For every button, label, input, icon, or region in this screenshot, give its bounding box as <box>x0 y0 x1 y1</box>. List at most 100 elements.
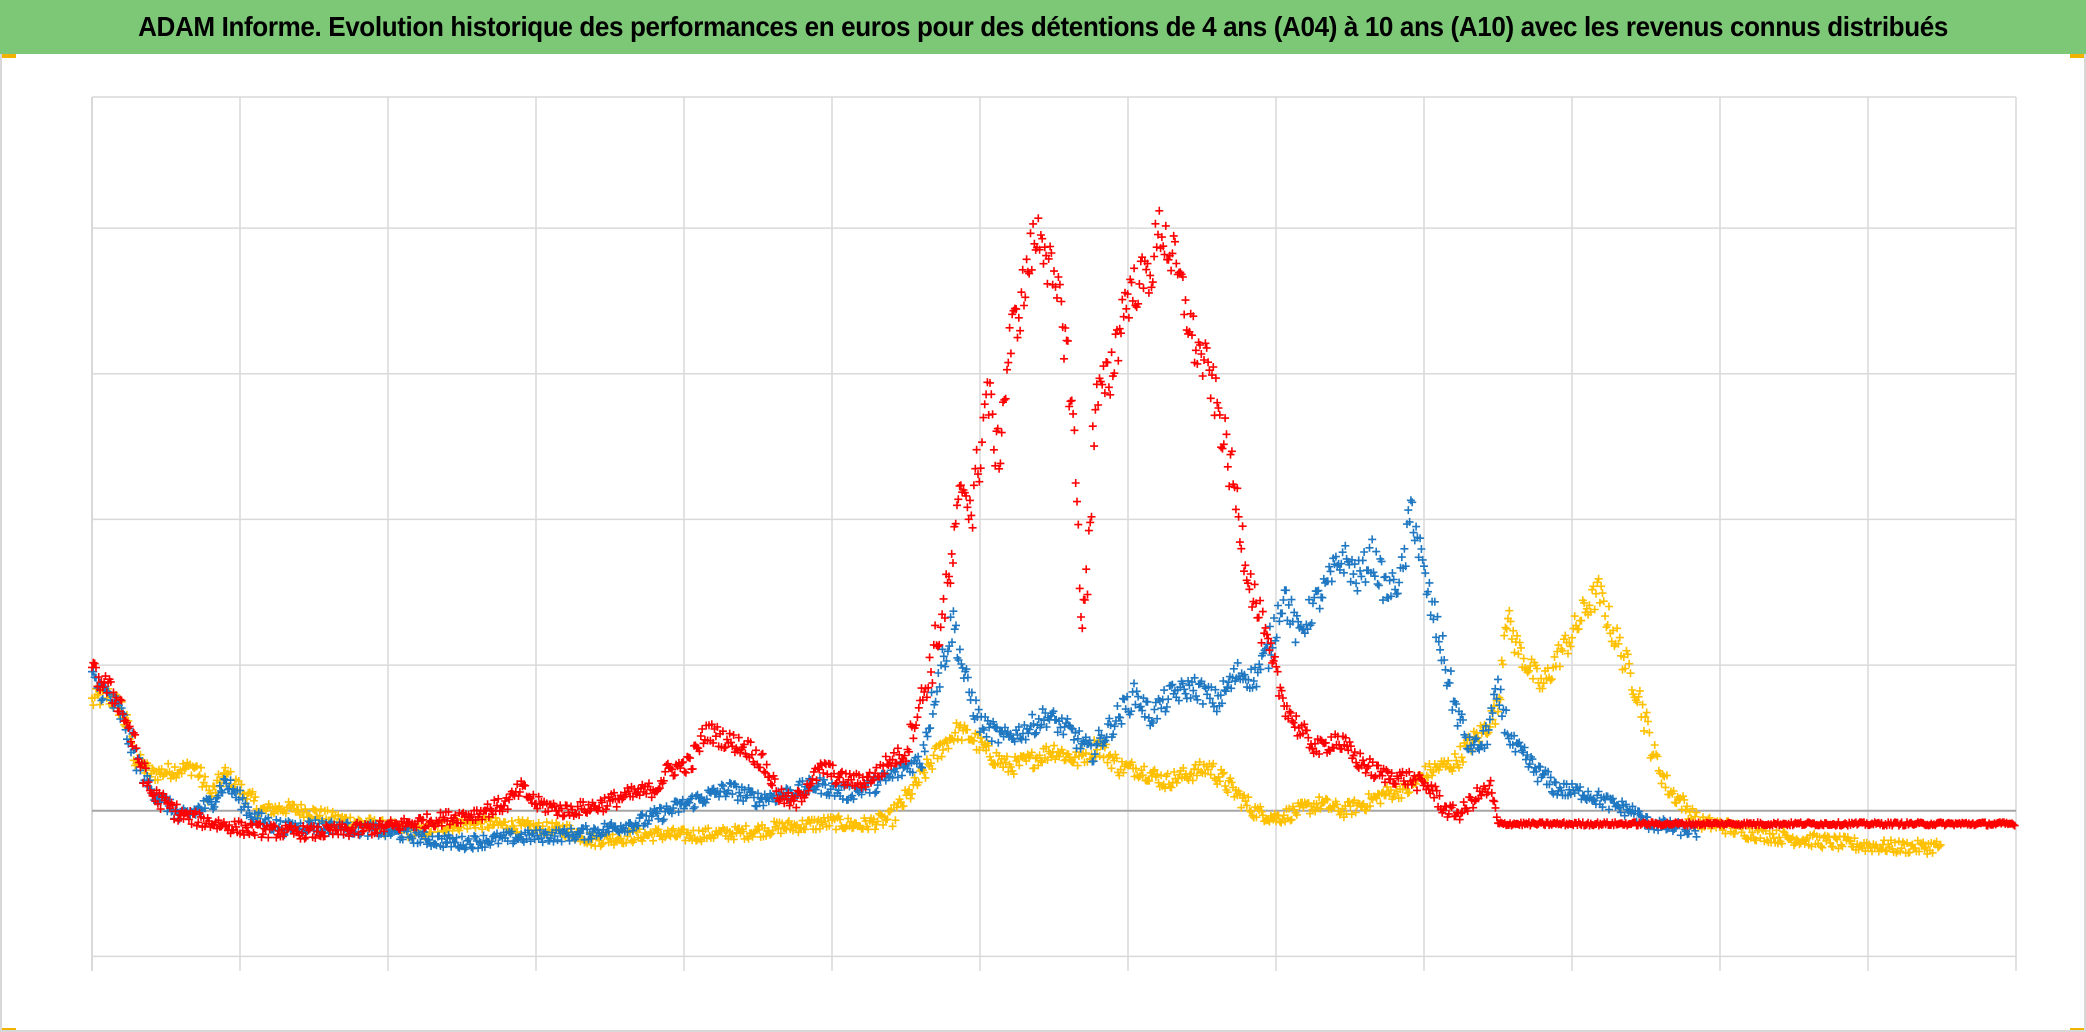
data-point-a10 <box>1027 748 1036 757</box>
data-point-a10 <box>1605 602 1613 611</box>
data-point-a04 <box>696 732 705 740</box>
data-point-a07 <box>1076 744 1085 753</box>
data-point-a07 <box>1034 714 1043 723</box>
data-point-a07 <box>1006 729 1015 738</box>
data-point-a07 <box>97 696 106 705</box>
data-point-a10 <box>1546 676 1555 685</box>
data-point-a10 <box>739 827 748 836</box>
data-point-a10 <box>1614 639 1623 648</box>
data-point-a04 <box>149 790 158 799</box>
data-point-a10 <box>766 830 775 839</box>
data-point-a04 <box>780 799 789 808</box>
data-point-a04 <box>419 815 427 824</box>
data-point-a10 <box>1179 764 1188 772</box>
data-point-a04 <box>752 746 760 755</box>
data-point-a10 <box>1003 752 1011 761</box>
data-point-a04 <box>412 823 421 832</box>
data-point-a10 <box>1622 646 1631 655</box>
data-point-a07 <box>848 791 857 800</box>
data-point-a10 <box>1191 760 1200 769</box>
data-point-a10 <box>1104 752 1113 761</box>
data-point-a10 <box>1657 779 1666 788</box>
data-point-a07 <box>1292 611 1301 620</box>
data-point-a04 <box>110 699 119 708</box>
data-point-a04 <box>250 831 259 840</box>
data-point-a07 <box>1252 682 1261 691</box>
data-point-a07 <box>1331 552 1340 561</box>
data-point-a10 <box>297 800 306 809</box>
data-point-a10 <box>1134 773 1143 782</box>
data-point-a04 <box>1013 333 1022 342</box>
data-point-a07 <box>1282 586 1291 595</box>
data-point-a04 <box>1022 255 1031 264</box>
data-point-a07 <box>284 817 293 826</box>
data-point-a10 <box>1681 806 1690 815</box>
data-point-a07 <box>1339 568 1348 577</box>
data-point-a07 <box>1532 767 1541 776</box>
data-point-a07 <box>955 645 964 654</box>
data-point-a10 <box>1825 833 1833 842</box>
data-point-a04 <box>761 768 770 777</box>
data-point-a04 <box>225 821 234 829</box>
data-point-a07 <box>553 836 562 845</box>
data-point-a04 <box>805 781 814 790</box>
data-point-a04 <box>1169 231 1178 240</box>
data-point-a04 <box>195 809 204 817</box>
data-point-a07 <box>217 786 226 795</box>
data-point-a07 <box>1333 561 1342 570</box>
data-point-a07 <box>1684 829 1693 838</box>
data-point-a10 <box>1195 758 1204 766</box>
data-point-a07 <box>1136 702 1145 711</box>
data-point-a07 <box>1495 701 1504 710</box>
data-point-a07 <box>1338 548 1347 557</box>
data-point-a07 <box>873 781 882 790</box>
data-point-a10 <box>1252 813 1261 822</box>
data-point-a07 <box>702 795 711 804</box>
data-point-a04 <box>127 737 135 746</box>
data-point-a07 <box>645 816 653 825</box>
data-point-a10 <box>748 832 757 841</box>
data-point-a04 <box>1245 585 1254 594</box>
data-point-a04 <box>184 815 193 824</box>
data-point-a10 <box>1920 844 1929 853</box>
data-point-a10 <box>616 834 625 843</box>
data-point-a10 <box>1257 807 1266 816</box>
data-point-a10 <box>762 832 771 840</box>
data-point-a07 <box>696 794 705 803</box>
data-point-a10 <box>1691 812 1700 821</box>
data-point-a04 <box>1038 234 1047 243</box>
data-point-a04 <box>125 722 134 731</box>
data-point-a07 <box>1502 706 1511 715</box>
data-point-a07 <box>1190 673 1199 682</box>
data-point-a07 <box>1092 740 1101 749</box>
data-point-a07 <box>1251 663 1260 672</box>
data-point-a04 <box>777 785 786 794</box>
data-point-a10 <box>982 746 991 755</box>
data-point-a07 <box>782 784 791 793</box>
data-point-a07 <box>1063 714 1072 723</box>
data-point-a07 <box>736 791 745 800</box>
data-point-a10 <box>317 805 325 814</box>
data-point-a10 <box>1505 606 1514 615</box>
data-point-a07 <box>1101 736 1110 745</box>
data-point-a04 <box>170 815 179 824</box>
data-point-a04 <box>879 761 888 770</box>
data-point-a07 <box>1229 664 1238 673</box>
data-point-a10 <box>1070 753 1079 762</box>
data-point-a04 <box>892 759 901 768</box>
data-point-a07 <box>1244 675 1253 684</box>
data-point-a07 <box>1412 522 1421 531</box>
series-a10 <box>88 574 1945 858</box>
data-point-a10 <box>1558 646 1567 655</box>
data-point-a07 <box>1452 700 1461 708</box>
data-point-a04 <box>913 713 922 722</box>
data-point-a04 <box>112 693 121 702</box>
data-point-a04 <box>1029 219 1038 228</box>
data-point-a07 <box>1448 706 1457 714</box>
data-point-a04 <box>148 791 157 800</box>
data-point-a07 <box>1508 740 1517 749</box>
data-point-a04 <box>1021 293 1030 302</box>
data-point-a07 <box>572 833 581 842</box>
data-point-a07 <box>1127 707 1136 716</box>
data-point-a07 <box>671 797 680 806</box>
